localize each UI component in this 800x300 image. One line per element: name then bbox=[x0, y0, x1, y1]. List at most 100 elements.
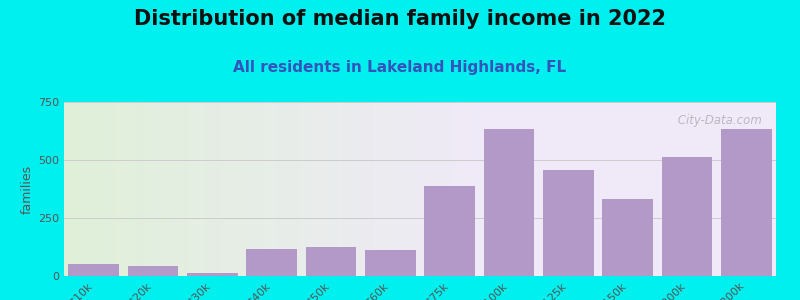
Bar bbox=[367, 102, 371, 276]
Bar bbox=[102, 102, 106, 276]
Bar bbox=[392, 102, 396, 276]
Bar bbox=[251, 102, 255, 276]
Bar bbox=[458, 102, 462, 276]
Bar bbox=[662, 157, 712, 276]
Bar bbox=[93, 102, 98, 276]
Bar bbox=[446, 102, 450, 276]
Bar bbox=[375, 102, 380, 276]
Bar bbox=[359, 102, 363, 276]
Bar bbox=[138, 102, 143, 276]
Bar bbox=[246, 249, 297, 276]
Bar bbox=[189, 102, 193, 276]
Bar bbox=[172, 102, 176, 276]
Bar bbox=[234, 102, 238, 276]
Bar bbox=[388, 102, 392, 276]
Bar bbox=[276, 102, 280, 276]
Bar bbox=[475, 102, 479, 276]
Bar bbox=[118, 102, 122, 276]
Bar bbox=[246, 102, 251, 276]
Bar bbox=[442, 102, 446, 276]
Bar bbox=[471, 102, 475, 276]
Bar bbox=[222, 102, 226, 276]
Bar bbox=[721, 129, 771, 276]
Bar bbox=[371, 102, 375, 276]
Text: City-Data.com: City-Data.com bbox=[674, 114, 762, 127]
Bar bbox=[147, 102, 151, 276]
Bar bbox=[128, 266, 178, 276]
Bar bbox=[297, 102, 301, 276]
Bar bbox=[380, 102, 384, 276]
Bar bbox=[602, 200, 653, 276]
Bar bbox=[484, 129, 534, 276]
Bar bbox=[69, 264, 119, 276]
Bar bbox=[434, 102, 438, 276]
Bar bbox=[185, 102, 189, 276]
Bar bbox=[280, 102, 284, 276]
Bar bbox=[342, 102, 346, 276]
Bar bbox=[401, 102, 405, 276]
Bar bbox=[214, 102, 218, 276]
Bar bbox=[322, 102, 326, 276]
Bar bbox=[454, 102, 458, 276]
Y-axis label: families: families bbox=[21, 164, 34, 214]
Bar bbox=[176, 102, 180, 276]
Bar bbox=[384, 102, 388, 276]
Bar bbox=[263, 102, 267, 276]
Bar bbox=[110, 102, 114, 276]
Bar bbox=[421, 102, 426, 276]
Bar bbox=[462, 102, 467, 276]
Bar bbox=[409, 102, 413, 276]
Bar bbox=[64, 102, 68, 276]
Bar bbox=[301, 102, 305, 276]
Bar bbox=[122, 102, 126, 276]
Bar bbox=[85, 102, 89, 276]
Bar bbox=[242, 102, 246, 276]
Bar bbox=[77, 102, 81, 276]
Bar bbox=[126, 102, 130, 276]
Bar bbox=[218, 102, 222, 276]
Bar bbox=[467, 102, 471, 276]
Bar bbox=[151, 102, 155, 276]
Bar bbox=[326, 102, 330, 276]
Bar bbox=[396, 102, 401, 276]
Bar bbox=[68, 102, 72, 276]
Bar bbox=[206, 102, 210, 276]
Bar bbox=[210, 102, 214, 276]
Bar bbox=[197, 102, 201, 276]
Bar bbox=[193, 102, 197, 276]
Bar bbox=[155, 102, 159, 276]
Bar bbox=[81, 102, 85, 276]
Bar bbox=[354, 102, 359, 276]
Bar bbox=[346, 102, 350, 276]
Bar bbox=[134, 102, 138, 276]
Bar bbox=[272, 102, 276, 276]
Bar bbox=[430, 102, 434, 276]
Text: All residents in Lakeland Highlands, FL: All residents in Lakeland Highlands, FL bbox=[234, 60, 566, 75]
Bar bbox=[143, 102, 147, 276]
Bar bbox=[98, 102, 102, 276]
Bar bbox=[288, 102, 293, 276]
Bar bbox=[334, 102, 338, 276]
Bar bbox=[314, 102, 318, 276]
Bar bbox=[365, 250, 415, 276]
Bar bbox=[255, 102, 259, 276]
Bar bbox=[267, 102, 272, 276]
Bar bbox=[450, 102, 454, 276]
Bar bbox=[338, 102, 342, 276]
Bar bbox=[318, 102, 322, 276]
Bar bbox=[543, 170, 594, 276]
Bar bbox=[293, 102, 297, 276]
Bar bbox=[164, 102, 168, 276]
Bar bbox=[309, 102, 314, 276]
Bar bbox=[226, 102, 230, 276]
Bar bbox=[230, 102, 234, 276]
Bar bbox=[284, 102, 288, 276]
Bar bbox=[306, 247, 356, 276]
Bar bbox=[201, 102, 206, 276]
Bar bbox=[363, 102, 367, 276]
Bar bbox=[425, 185, 475, 276]
Bar bbox=[114, 102, 118, 276]
Bar bbox=[405, 102, 409, 276]
Text: Distribution of median family income in 2022: Distribution of median family income in … bbox=[134, 9, 666, 29]
Bar bbox=[413, 102, 417, 276]
